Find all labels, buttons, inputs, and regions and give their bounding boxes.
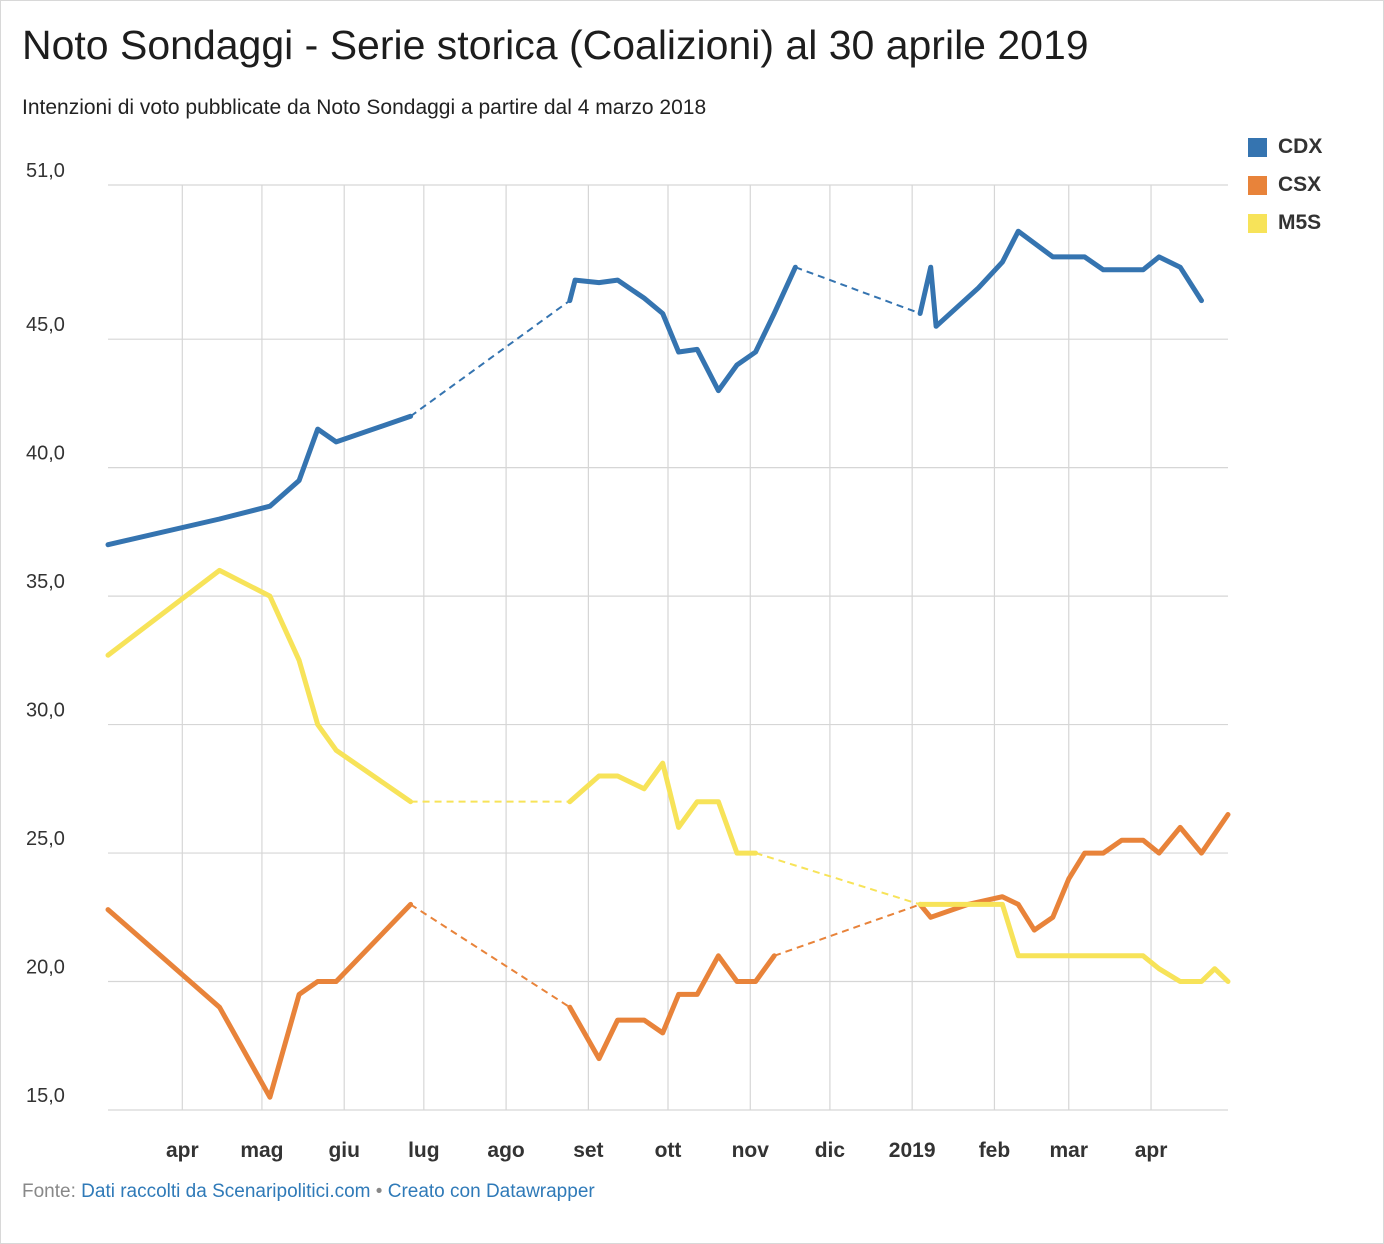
x-tick-label: mar [1049,1139,1088,1162]
series-line-csx [917,812,1231,933]
series-line-csx [567,953,777,1062]
legend-label-m5s: M5S [1278,211,1322,234]
y-tick-label: 51,0 [26,160,65,182]
y-tick-label: 15,0 [26,1085,65,1107]
chart-title: Noto Sondaggi - Serie storica (Coalizion… [22,22,1089,68]
legend-label-csx: CSX [1278,173,1322,196]
x-tick-label: ott [655,1139,682,1162]
x-tick-label: lug [408,1139,440,1162]
x-tick-label: dic [815,1139,846,1162]
x-tick-label: giu [328,1139,360,1162]
footer-source-label: Fonte: [22,1181,76,1202]
series-gap-m5s [755,852,921,906]
legend-swatch-m5s [1248,213,1267,233]
y-tick-label: 40,0 [26,443,65,465]
legend-swatch-csx [1248,175,1267,195]
series-line-m5s [105,567,414,805]
y-tick-label: 30,0 [26,700,65,722]
y-tick-label: 45,0 [26,314,65,336]
y-tick-label: 35,0 [26,571,65,593]
y-axis-ticks: 51,0 45,0 40,0 35,0 30,0 25,0 20,0 15,0 [26,160,65,1107]
series-lines [105,228,1231,1100]
legend-swatch-cdx [1248,137,1267,157]
footer-source-link[interactable]: Dati raccolti da Scenaripolitici.com [81,1181,371,1202]
x-axis-ticks: apr mag giu lug ago set ott nov dic 2019 feb mar apr [166,1139,1167,1162]
series-gap-csx [773,903,921,957]
legend-item-csx: CSX [1248,166,1322,204]
x-tick-label: feb [979,1139,1011,1162]
x-tick-label: nov [732,1139,770,1162]
series-gap-cdx [409,299,571,418]
series-line-m5s [917,901,1231,984]
footer: Fonte: Dati raccolti da Scenaripolitici.… [22,1181,595,1203]
series-line-cdx [917,228,1204,329]
x-tick-label: apr [166,1139,199,1162]
footer-datawrapper-link[interactable]: Creato con Datawrapper [387,1181,595,1202]
y-tick-label: 25,0 [26,828,65,850]
series-line-cdx [567,264,798,394]
series-gap-cdx [795,266,921,315]
series-line-csx [105,901,414,1100]
legend-item-cdx: CDX [1248,128,1322,166]
y-tick-label: 20,0 [26,957,65,979]
x-tick-label: ago [487,1139,524,1162]
chart-subtitle: Intenzioni di voto pubblicate da Noto So… [22,96,707,119]
series-gap-csx [410,903,571,1009]
grid [108,184,1228,1111]
x-tick-label: mag [240,1139,283,1162]
x-tick-label: 2019 [889,1139,936,1162]
series-line-cdx [105,413,414,548]
legend: CDX CSX M5S [1248,128,1322,242]
legend-item-m5s: M5S [1248,204,1322,242]
footer-separator: • [375,1181,383,1202]
x-tick-label: apr [1135,1139,1168,1162]
x-tick-label: set [573,1139,603,1162]
series-line-m5s [567,760,759,856]
legend-label-cdx: CDX [1278,135,1323,158]
